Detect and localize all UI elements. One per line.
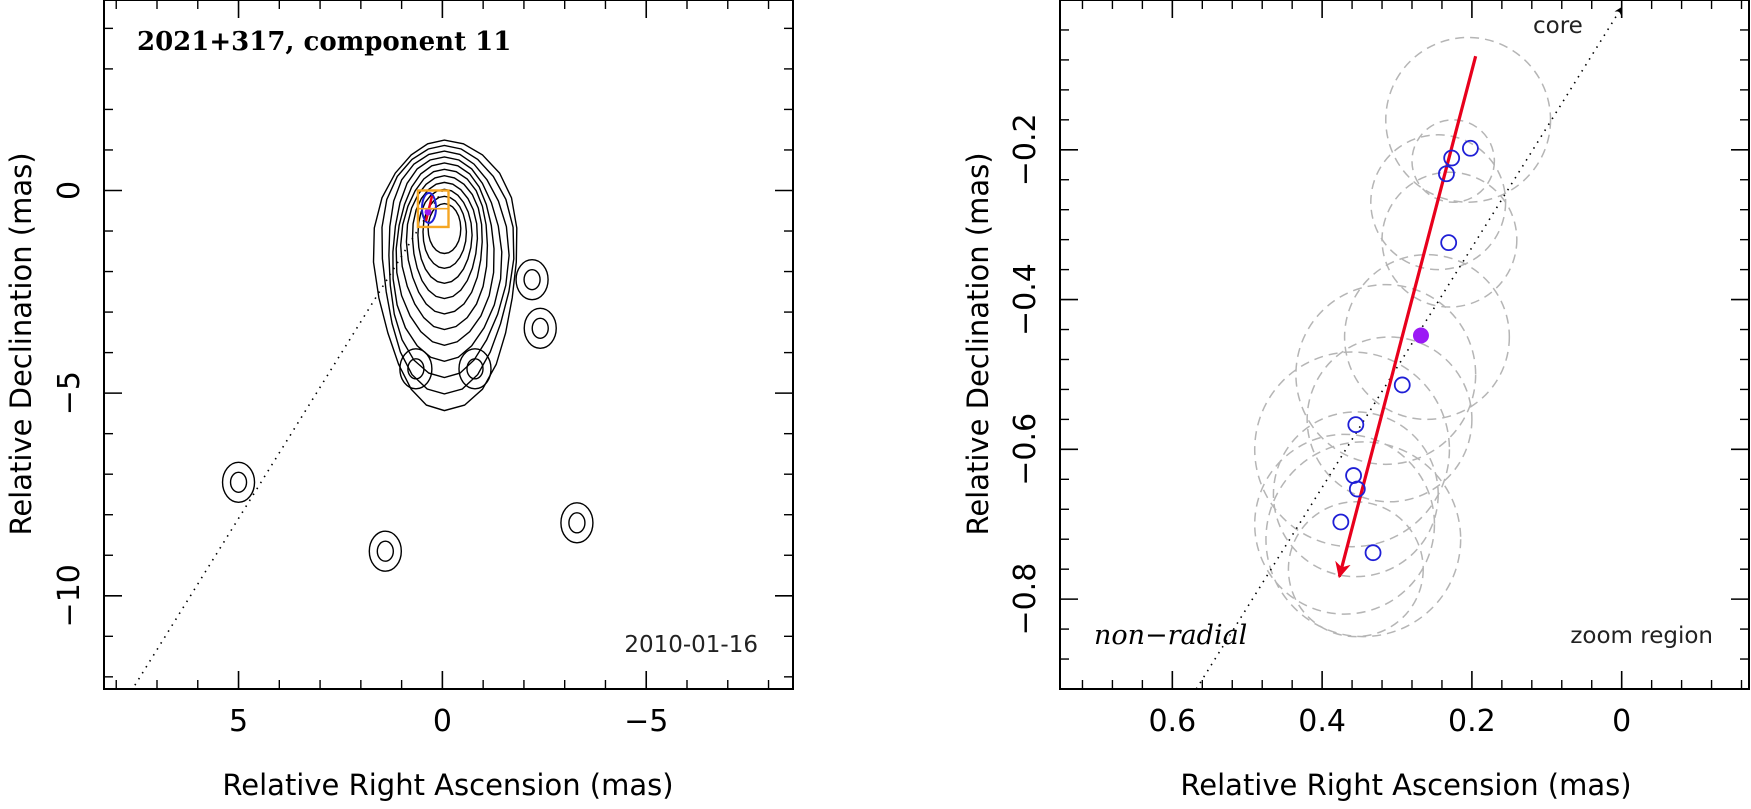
contour-level (388, 150, 510, 379)
component-positions (1332, 139, 1479, 562)
core-direction-line (131, 190, 444, 689)
secondary-contour (523, 307, 557, 349)
contour-level (427, 202, 462, 255)
left-y-tick-label: −10 (52, 564, 87, 627)
error-circle (1306, 336, 1473, 503)
right-x-tick-label: 0.4 (1298, 704, 1346, 739)
contour-level (422, 195, 468, 270)
secondary-contour-inner (466, 358, 484, 380)
error-circle (1272, 411, 1439, 578)
left-x-tick-labels: 5 0 −5 (229, 704, 668, 739)
secondary-contour-inner (407, 358, 425, 380)
component-position-point (1462, 139, 1479, 157)
right-y-tick-label: −0.8 (1008, 563, 1043, 636)
right-panel: core non−radial zoom region 0.6 0.4 0.2 0 −… (961, 0, 1750, 802)
component-mean-mini (424, 208, 432, 216)
left-x-tick-label: 0 (433, 704, 452, 739)
right-x-axis-label: Relative Right Ascension (mas) (1180, 768, 1631, 802)
error-circle (1287, 501, 1424, 638)
contour-level (411, 181, 479, 300)
left-plot-area (104, 0, 793, 689)
left-panel: 2021+317, component 11 2010-01-16 5 0 −5 0… (4, 0, 794, 802)
secondary-contour-inner (229, 471, 248, 493)
contour-group (221, 139, 594, 572)
right-y-tick-label: −0.2 (1008, 113, 1043, 186)
error-circles (1253, 36, 1552, 638)
right-y-tick-labels: −0.2 −0.4 −0.6 −0.8 (1008, 113, 1043, 635)
component-position-point (1443, 149, 1461, 167)
secondary-contour (368, 530, 403, 572)
component-position-point (1393, 376, 1411, 394)
right-y-axis-label: Relative Declination (mas) (961, 152, 995, 535)
secondary-contour (458, 348, 492, 390)
secondary-contour-inner (376, 540, 395, 562)
contour-level (372, 139, 518, 412)
left-y-tick-label: 0 (52, 181, 87, 200)
right-x-tick-label: 0.2 (1448, 704, 1496, 739)
contour-level (405, 174, 483, 315)
date-label: 2010-01-16 (624, 632, 758, 658)
contour-level (399, 168, 489, 331)
right-y-tick-label: −0.6 (1008, 413, 1043, 486)
component-position-point (1440, 234, 1458, 252)
right-x-tick-label: 0 (1612, 704, 1631, 739)
core-label: core (1533, 13, 1583, 39)
right-y-tick-label: −0.4 (1008, 263, 1043, 336)
secondary-contour (221, 461, 256, 503)
contour-level (417, 188, 473, 285)
secondary-contour (515, 258, 549, 301)
secondary-contour-inner (523, 268, 541, 291)
error-circle (1253, 433, 1436, 615)
core-direction-line (1195, 6, 1623, 689)
left-x-tick-label: −5 (624, 704, 668, 739)
component-position-point (1438, 165, 1455, 183)
component-position-point (1348, 480, 1366, 498)
error-circle (1385, 36, 1552, 203)
left-y-tick-labels: 0 −5 −10 (52, 181, 87, 627)
error-circle (1343, 253, 1511, 421)
secondary-contour (560, 502, 594, 544)
component-position-point (1364, 544, 1382, 562)
right-plot-area (1060, 0, 1749, 689)
left-y-tick-label: −5 (52, 371, 87, 415)
contour-level (395, 162, 495, 347)
error-circle (1295, 283, 1477, 466)
component-position-point (1347, 416, 1365, 434)
error-circle (1381, 171, 1518, 308)
right-x-tick-label: 0.6 (1148, 704, 1196, 739)
left-x-tick-label: 5 (229, 704, 248, 739)
left-title: 2021+317, component 11 (137, 27, 511, 57)
left-x-axis-label: Relative Right Ascension (mas) (222, 768, 673, 802)
right-x-tick-labels: 0.6 0.4 0.2 0 (1148, 704, 1631, 739)
contour-level (392, 156, 503, 363)
mean-position (1412, 327, 1429, 344)
error-circle (1253, 351, 1451, 548)
left-frame (103, 0, 794, 690)
contour-level (381, 144, 515, 395)
error-circle (1411, 119, 1496, 203)
component-position-point (1332, 513, 1350, 531)
secondary-contour-inner (531, 317, 549, 339)
right-minor-ticks (1060, 0, 1749, 689)
right-frame (1059, 0, 1750, 690)
left-y-axis-label: Relative Declination (mas) (4, 152, 38, 535)
non-radial-label: non−radial (1094, 620, 1247, 651)
secondary-contour (399, 348, 433, 390)
fit-vector (1335, 55, 1478, 579)
secondary-contour-inner (568, 512, 586, 534)
zoom-region-label: zoom region (1570, 623, 1713, 649)
left-minor-ticks (104, 0, 793, 689)
